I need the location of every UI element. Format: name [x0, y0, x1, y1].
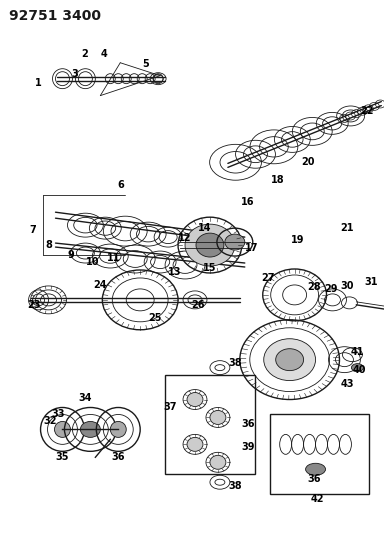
Text: 36: 36 — [241, 419, 254, 430]
Text: 26: 26 — [191, 300, 205, 310]
Ellipse shape — [187, 392, 203, 407]
Text: 34: 34 — [79, 392, 92, 402]
Text: 43: 43 — [341, 378, 354, 389]
Text: 27: 27 — [261, 273, 275, 283]
Text: 1: 1 — [35, 78, 42, 87]
Text: 25: 25 — [148, 313, 162, 323]
Text: 36: 36 — [112, 453, 125, 462]
Text: 8: 8 — [45, 240, 52, 250]
Text: 37: 37 — [163, 402, 177, 413]
Text: 31: 31 — [365, 277, 378, 287]
Text: 22: 22 — [361, 106, 374, 116]
Text: 9: 9 — [67, 250, 74, 260]
Text: 12: 12 — [178, 233, 192, 243]
Text: 7: 7 — [29, 225, 36, 235]
Text: 42: 42 — [311, 494, 324, 504]
Text: 16: 16 — [241, 197, 254, 207]
Text: 24: 24 — [94, 280, 107, 290]
Ellipse shape — [352, 364, 363, 372]
Text: 4: 4 — [101, 49, 108, 59]
Text: 2: 2 — [81, 49, 88, 59]
Ellipse shape — [306, 463, 326, 475]
Ellipse shape — [225, 234, 245, 250]
Text: 19: 19 — [291, 235, 305, 245]
Ellipse shape — [276, 349, 304, 370]
Text: 30: 30 — [341, 281, 354, 291]
Ellipse shape — [264, 339, 316, 381]
Text: 15: 15 — [203, 263, 217, 273]
Text: 14: 14 — [198, 223, 212, 233]
Bar — [165, 375, 255, 474]
Text: 35: 35 — [56, 453, 69, 462]
Text: 41: 41 — [351, 346, 364, 357]
Text: 13: 13 — [168, 267, 182, 277]
Text: 6: 6 — [117, 180, 124, 190]
Ellipse shape — [196, 233, 224, 257]
Ellipse shape — [110, 422, 126, 438]
Text: 33: 33 — [52, 409, 65, 419]
Text: 21: 21 — [341, 223, 354, 233]
Ellipse shape — [80, 422, 100, 438]
Text: 3: 3 — [71, 69, 78, 79]
Ellipse shape — [210, 455, 226, 469]
Bar — [270, 415, 369, 494]
Text: 39: 39 — [241, 442, 254, 453]
Text: 10: 10 — [85, 257, 99, 267]
Ellipse shape — [210, 410, 226, 424]
Text: 20: 20 — [301, 157, 314, 167]
Text: 32: 32 — [44, 416, 57, 426]
Text: 40: 40 — [353, 365, 366, 375]
Text: 29: 29 — [325, 284, 338, 294]
Ellipse shape — [187, 438, 203, 451]
Text: 18: 18 — [271, 175, 285, 185]
Text: 28: 28 — [308, 282, 321, 292]
Ellipse shape — [185, 224, 235, 266]
Text: 23: 23 — [27, 300, 40, 310]
Ellipse shape — [55, 422, 70, 438]
Text: 38: 38 — [228, 481, 242, 491]
Text: 38: 38 — [228, 358, 242, 368]
Text: 17: 17 — [245, 243, 259, 253]
Text: 36: 36 — [308, 474, 321, 484]
Text: 5: 5 — [142, 59, 149, 69]
Text: 11: 11 — [107, 253, 120, 263]
Text: 92751 3400: 92751 3400 — [9, 9, 100, 23]
